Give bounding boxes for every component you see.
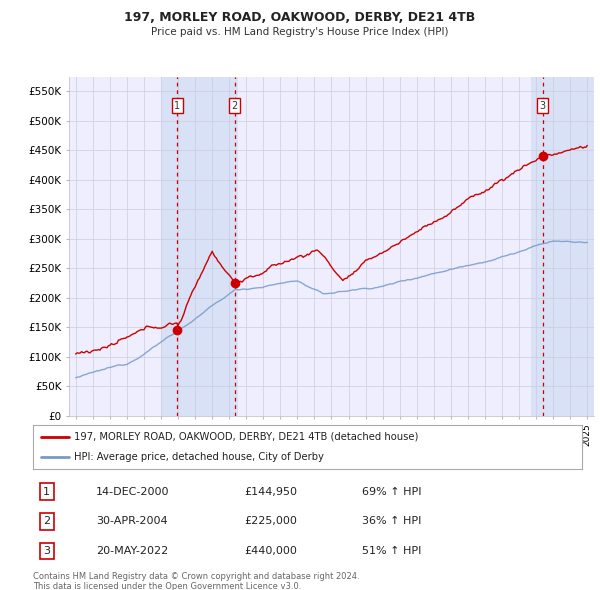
Text: £144,950: £144,950 [244,487,298,497]
Text: 2: 2 [43,516,50,526]
Text: £225,000: £225,000 [244,516,297,526]
Text: 14-DEC-2000: 14-DEC-2000 [96,487,170,497]
Bar [531,77,594,416]
Text: 30-APR-2004: 30-APR-2004 [96,516,168,526]
Text: Contains HM Land Registry data © Crown copyright and database right 2024.: Contains HM Land Registry data © Crown c… [33,572,359,581]
Text: HPI: Average price, detached house, City of Derby: HPI: Average price, detached house, City… [74,452,324,462]
Text: 3: 3 [539,100,545,110]
Text: 69% ↑ HPI: 69% ↑ HPI [362,487,422,497]
Text: £440,000: £440,000 [244,546,297,556]
Text: 1: 1 [43,487,50,497]
Text: 51% ↑ HPI: 51% ↑ HPI [362,546,422,556]
Text: 20-MAY-2022: 20-MAY-2022 [96,546,169,556]
Text: 2: 2 [232,100,238,110]
Bar [161,77,238,416]
Text: 1: 1 [174,100,181,110]
Text: Price paid vs. HM Land Registry's House Price Index (HPI): Price paid vs. HM Land Registry's House … [151,27,449,37]
Text: 3: 3 [43,546,50,556]
Text: 36% ↑ HPI: 36% ↑ HPI [362,516,422,526]
Text: 197, MORLEY ROAD, OAKWOOD, DERBY, DE21 4TB (detached house): 197, MORLEY ROAD, OAKWOOD, DERBY, DE21 4… [74,432,419,442]
Text: This data is licensed under the Open Government Licence v3.0.: This data is licensed under the Open Gov… [33,582,301,590]
Text: 197, MORLEY ROAD, OAKWOOD, DERBY, DE21 4TB: 197, MORLEY ROAD, OAKWOOD, DERBY, DE21 4… [124,11,476,24]
